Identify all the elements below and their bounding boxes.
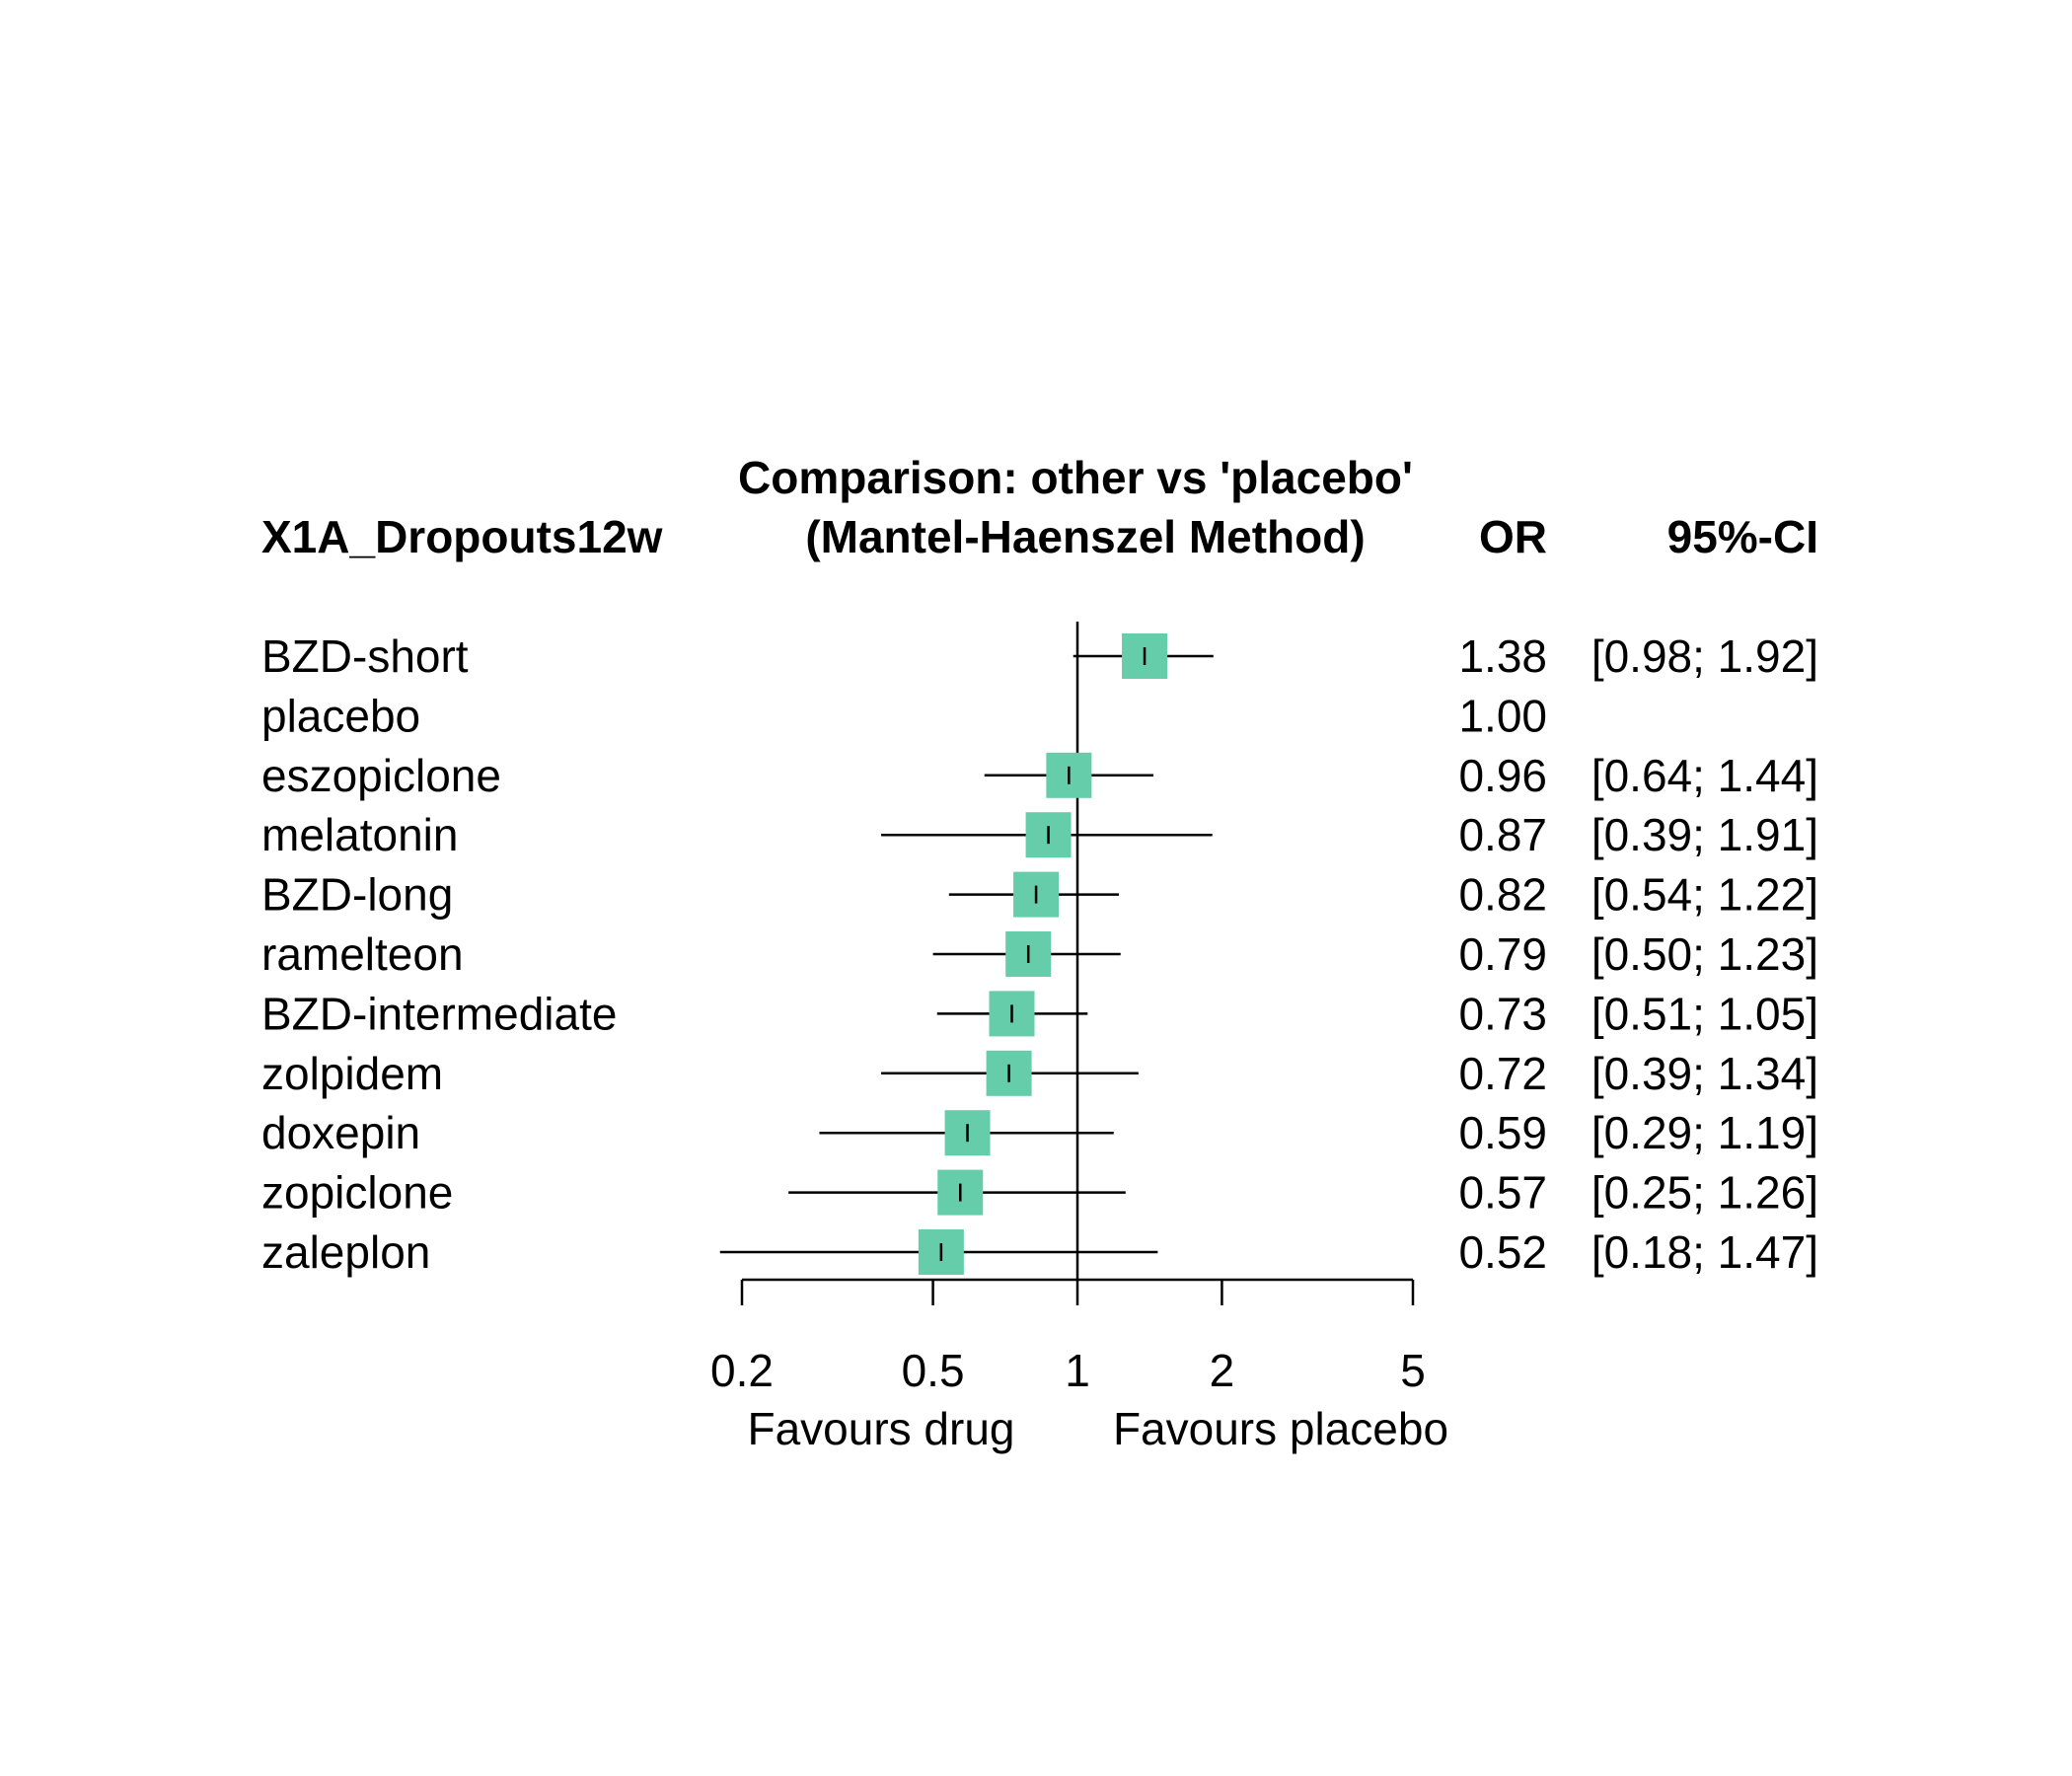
ci-value-zopiclone: [0.25; 1.26] [1591, 1167, 1818, 1219]
ci-value-bzd-long: [0.54; 1.22] [1591, 869, 1818, 921]
or-value-zopiclone: 0.57 [1458, 1167, 1547, 1219]
row-label-zolpidem: zolpidem [261, 1048, 443, 1099]
ci-value-eszopiclone: [0.64; 1.44] [1591, 750, 1818, 801]
row-label-eszopiclone: eszopiclone [261, 750, 501, 801]
ci-value-bzd-short: [0.98; 1.92] [1591, 630, 1818, 682]
or-value-placebo: 1.00 [1458, 690, 1547, 741]
x-tick-label-4: 5 [1400, 1345, 1426, 1396]
row-label-melatonin: melatonin [261, 809, 458, 860]
ci-value-melatonin: [0.39; 1.91] [1591, 809, 1818, 860]
or-value-doxepin: 0.59 [1458, 1107, 1547, 1158]
x-tick-label-2: 1 [1065, 1345, 1090, 1396]
ci-value-zolpidem: [0.39; 1.34] [1591, 1048, 1818, 1099]
or-value-zolpidem: 0.72 [1458, 1048, 1547, 1099]
favours-left-label: Favours drug [747, 1403, 1014, 1454]
ci-value-doxepin: [0.29; 1.19] [1591, 1107, 1818, 1158]
ci-column-header: 95%-CI [1667, 511, 1818, 562]
row-label-ramelteon: ramelteon [261, 928, 464, 980]
x-tick-label-3: 2 [1210, 1345, 1235, 1396]
favours-right-label: Favours placebo [1113, 1403, 1448, 1454]
row-label-zaleplon: zaleplon [261, 1226, 430, 1278]
chart-subtitle: (Mantel-Haenszel Method) [805, 511, 1365, 562]
row-label-bzd-long: BZD-long [261, 869, 453, 921]
or-value-eszopiclone: 0.96 [1458, 750, 1547, 801]
chart-title: Comparison: other vs 'placebo' [738, 452, 1413, 503]
or-column-header: OR [1479, 511, 1547, 562]
ci-value-zaleplon: [0.18; 1.47] [1591, 1226, 1818, 1278]
row-label-placebo: placebo [261, 690, 420, 741]
outcome-label: X1A_Dropouts12w [261, 511, 663, 562]
row-label-doxepin: doxepin [261, 1107, 420, 1158]
ci-value-bzd-intermediate: [0.51; 1.05] [1591, 988, 1818, 1039]
row-label-zopiclone: zopiclone [261, 1167, 453, 1219]
or-value-bzd-short: 1.38 [1458, 630, 1547, 682]
or-value-bzd-long: 0.82 [1458, 869, 1547, 921]
or-value-ramelteon: 0.79 [1458, 928, 1547, 980]
ci-value-ramelteon: [0.50; 1.23] [1591, 928, 1818, 980]
row-label-bzd-intermediate: BZD-intermediate [261, 988, 617, 1039]
or-value-zaleplon: 0.52 [1458, 1226, 1547, 1278]
plot-marks: BZD-short 1.38 [0.98; 1.92] placebo 1.00 eszo… [261, 622, 1818, 1396]
or-value-melatonin: 0.87 [1458, 809, 1547, 860]
x-tick-label-1: 0.5 [902, 1345, 965, 1396]
row-label-bzd-short: BZD-short [261, 630, 469, 682]
x-tick-label-0: 0.2 [710, 1345, 774, 1396]
or-value-bzd-intermediate: 0.73 [1458, 988, 1547, 1039]
